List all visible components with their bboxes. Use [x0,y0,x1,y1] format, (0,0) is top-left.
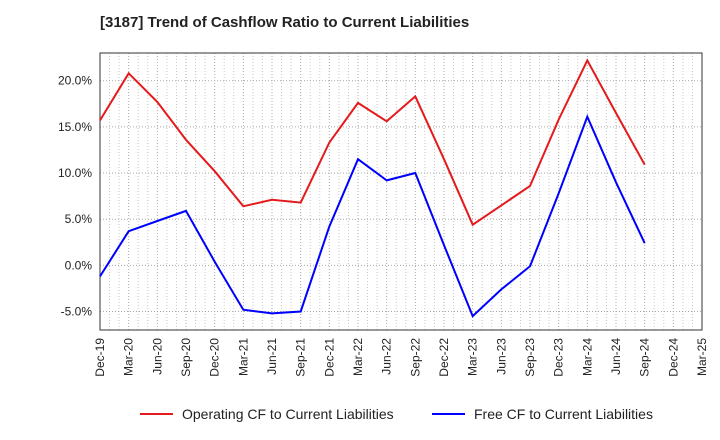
series-line-1 [99,58,646,227]
x-tick-label: Sep-23 [523,338,537,377]
x-tick-label: Dec-23 [552,338,566,377]
x-tick-label: Jun-22 [380,338,394,375]
x-tick-label: Sep-21 [294,338,308,377]
y-tick-label: -5.0% [61,305,93,319]
x-tick-label: Sep-20 [179,338,193,377]
x-tick-label: Mar-22 [351,338,365,376]
y-tick-label: 10.0% [58,166,92,180]
x-tick-label: Jun-24 [609,338,623,375]
x-tick-label: Jun-23 [494,338,508,375]
y-tick-label: 15.0% [58,120,92,134]
x-tick-label: Mar-23 [466,338,480,376]
x-tick-label: Jun-20 [150,338,164,375]
chart-title: [3187] Trend of Cashflow Ratio to Curren… [100,14,470,31]
x-tick-label: Mar-20 [122,338,136,376]
x-tick-label: Sep-24 [638,338,652,377]
series-line-2 [99,114,646,318]
x-tick-label: Dec-20 [208,338,222,377]
x-tick-label: Dec-19 [93,338,107,377]
x-tick-label: Jun-21 [265,338,279,375]
x-tick-label: Mar-21 [236,338,250,376]
y-tick-label: 5.0% [65,212,93,226]
x-tick-label: Mar-25 [695,338,709,376]
x-tick-label: Sep-22 [408,338,422,377]
y-tick-label: 0.0% [65,258,93,272]
plot-area [100,53,702,330]
plot-border [99,52,703,331]
legend-label-2: Free CF to Current Liabilities [474,406,653,422]
x-tick-label: Mar-24 [580,338,594,376]
legend-label-1: Operating CF to Current Liabilities [182,406,394,422]
x-tick-label: Dec-22 [437,338,451,377]
x-tick-label: Dec-21 [322,338,336,377]
y-tick-label: 20.0% [58,74,92,88]
x-tick-label: Dec-24 [666,338,680,377]
